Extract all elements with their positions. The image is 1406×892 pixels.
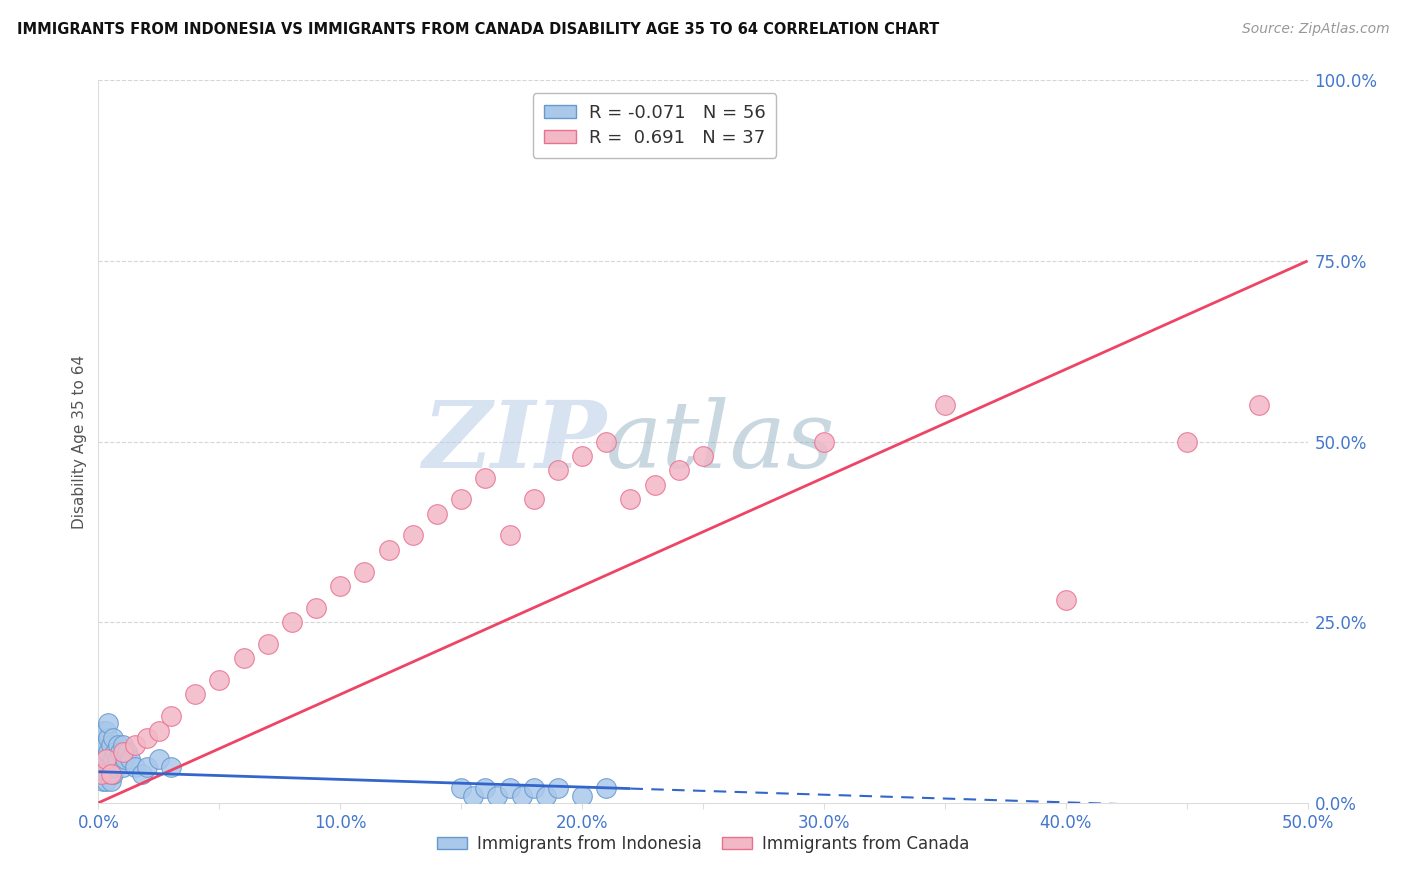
- Point: [450, 781, 472, 796]
- Point: [486, 789, 509, 803]
- Point: [90, 767, 112, 781]
- Point: [184, 687, 207, 701]
- Point: [94, 738, 117, 752]
- Point: [101, 767, 124, 781]
- Point: [91, 752, 114, 766]
- Point: [644, 478, 666, 492]
- Point: [148, 723, 170, 738]
- Point: [450, 492, 472, 507]
- Point: [100, 738, 122, 752]
- Point: [281, 615, 304, 630]
- Legend: Immigrants from Indonesia, Immigrants from Canada: Immigrants from Indonesia, Immigrants fr…: [430, 828, 976, 860]
- Text: Source: ZipAtlas.com: Source: ZipAtlas.com: [1241, 22, 1389, 37]
- Point: [256, 637, 278, 651]
- Point: [90, 752, 112, 766]
- Point: [813, 434, 835, 449]
- Point: [131, 767, 153, 781]
- Point: [402, 528, 425, 542]
- Point: [114, 752, 136, 766]
- Point: [101, 731, 124, 745]
- Point: [1054, 593, 1077, 607]
- Point: [107, 738, 129, 752]
- Point: [329, 579, 352, 593]
- Point: [124, 760, 146, 774]
- Point: [547, 781, 569, 796]
- Point: [1249, 398, 1271, 412]
- Point: [91, 738, 114, 752]
- Point: [97, 760, 120, 774]
- Point: [104, 760, 127, 774]
- Y-axis label: Disability Age 35 to 64: Disability Age 35 to 64: [72, 354, 87, 529]
- Text: atlas: atlas: [606, 397, 835, 486]
- Point: [111, 745, 134, 759]
- Point: [463, 789, 485, 803]
- Point: [474, 781, 496, 796]
- Point: [91, 745, 114, 759]
- Point: [101, 752, 124, 766]
- Point: [91, 760, 114, 774]
- Point: [160, 709, 183, 723]
- Point: [97, 731, 120, 745]
- Point: [619, 492, 641, 507]
- Point: [100, 760, 122, 774]
- Point: [117, 745, 139, 759]
- Point: [90, 767, 112, 781]
- Point: [124, 738, 146, 752]
- Point: [91, 774, 114, 789]
- Point: [100, 774, 122, 789]
- Point: [498, 528, 520, 542]
- Text: ZIP: ZIP: [422, 397, 606, 486]
- Point: [595, 781, 617, 796]
- Point: [534, 789, 557, 803]
- Point: [135, 760, 157, 774]
- Point: [571, 449, 593, 463]
- Point: [97, 745, 120, 759]
- Point: [377, 542, 399, 557]
- Point: [498, 781, 520, 796]
- Point: [94, 760, 117, 774]
- Point: [111, 760, 134, 774]
- Point: [692, 449, 714, 463]
- Point: [353, 565, 375, 579]
- Point: [148, 752, 170, 766]
- Point: [595, 434, 617, 449]
- Point: [91, 767, 114, 781]
- Point: [94, 752, 117, 766]
- Point: [160, 760, 183, 774]
- Text: IMMIGRANTS FROM INDONESIA VS IMMIGRANTS FROM CANADA DISABILITY AGE 35 TO 64 CORR: IMMIGRANTS FROM INDONESIA VS IMMIGRANTS …: [17, 22, 939, 37]
- Point: [934, 398, 956, 412]
- Point: [510, 789, 533, 803]
- Point: [232, 651, 254, 665]
- Point: [523, 781, 546, 796]
- Point: [91, 723, 114, 738]
- Point: [474, 470, 496, 484]
- Point: [94, 767, 117, 781]
- Point: [94, 723, 117, 738]
- Point: [111, 738, 134, 752]
- Point: [100, 767, 122, 781]
- Point: [97, 767, 120, 781]
- Point: [523, 492, 546, 507]
- Point: [90, 745, 112, 759]
- Point: [108, 745, 131, 759]
- Point: [208, 673, 231, 687]
- Point: [1175, 434, 1198, 449]
- Point: [305, 600, 328, 615]
- Point: [118, 752, 141, 766]
- Point: [668, 463, 690, 477]
- Point: [107, 752, 129, 766]
- Point: [104, 745, 127, 759]
- Point: [90, 760, 112, 774]
- Point: [135, 731, 157, 745]
- Point: [547, 463, 569, 477]
- Point: [426, 507, 449, 521]
- Point: [94, 745, 117, 759]
- Point: [94, 752, 117, 766]
- Point: [91, 731, 114, 745]
- Point: [571, 789, 593, 803]
- Point: [97, 716, 120, 731]
- Point: [94, 774, 117, 789]
